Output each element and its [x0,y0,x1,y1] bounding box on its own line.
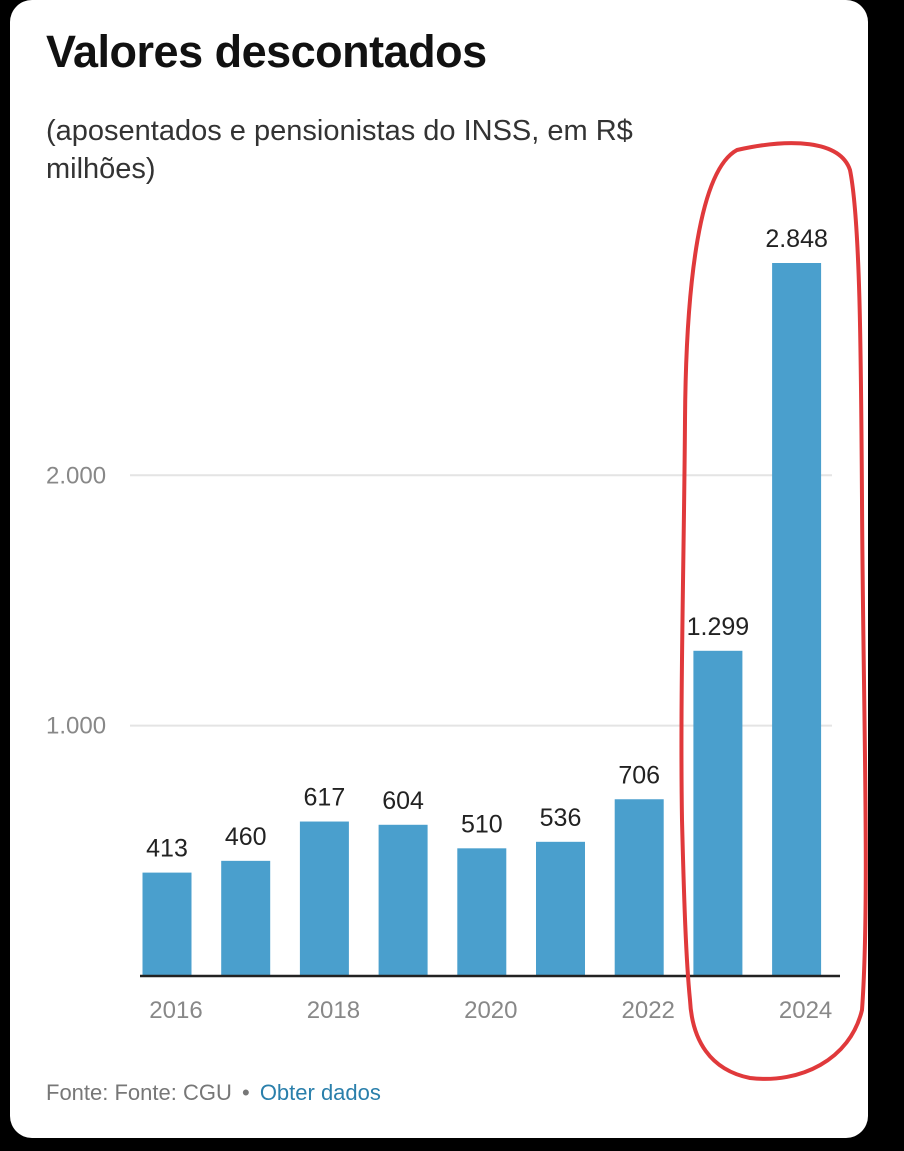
y-tick-label: 1.000 [46,713,106,740]
highlight-circle [679,141,868,1081]
x-tick-label-2020: 2020 [464,997,517,1024]
data-label-2016: 413 [146,835,188,863]
data-label-2024: 2.848 [765,225,828,253]
x-tick-label-2022: 2022 [622,997,675,1024]
bar-layer [140,263,840,978]
bar-2022 [614,799,664,976]
get-data-link[interactable]: Obter dados [259,1080,381,1105]
bar-2018 [299,821,349,976]
chart-footer: Fonte: Fonte: CGU • Obter dados [46,1080,381,1106]
data-label-2023: 1.299 [687,613,750,641]
bar-2020 [457,848,507,976]
x-tick-label-2016: 2016 [149,997,202,1024]
x-tick-label-2024: 2024 [779,997,832,1024]
y-tick-label: 2.000 [46,462,106,489]
label-layer: 413 2016 460 617 2018 604 510 2020 536 706 2022 1.2… [146,225,832,1024]
data-label-2018: 617 [304,784,346,812]
bar-2017 [221,860,271,976]
bar-2019 [378,824,428,976]
chart-subtitle: (aposentados e pensionistas do INSS, em … [46,115,633,185]
source-text: Fonte: Fonte: CGU [46,1080,232,1105]
data-label-2019: 604 [382,787,424,815]
footer-separator: • [241,1080,250,1105]
highlight-layer [679,141,868,1081]
data-label-2022: 706 [618,761,660,789]
chart-card: Valores descontados (aposentados e pensi… [10,0,868,1138]
bar-chart: 1.000 2.000 413 2016 460 617 2018 604 510 2020 53… [46,141,868,1081]
bar-2021 [536,841,585,976]
bar-2023 [693,650,743,976]
data-label-2017: 460 [225,823,267,851]
data-label-2020: 510 [461,810,503,838]
bar-2024 [772,263,822,976]
data-label-2021: 536 [540,804,582,832]
chart-title: Valores descontados [46,26,487,77]
x-tick-label-2018: 2018 [307,997,360,1024]
bar-2016 [142,872,192,976]
